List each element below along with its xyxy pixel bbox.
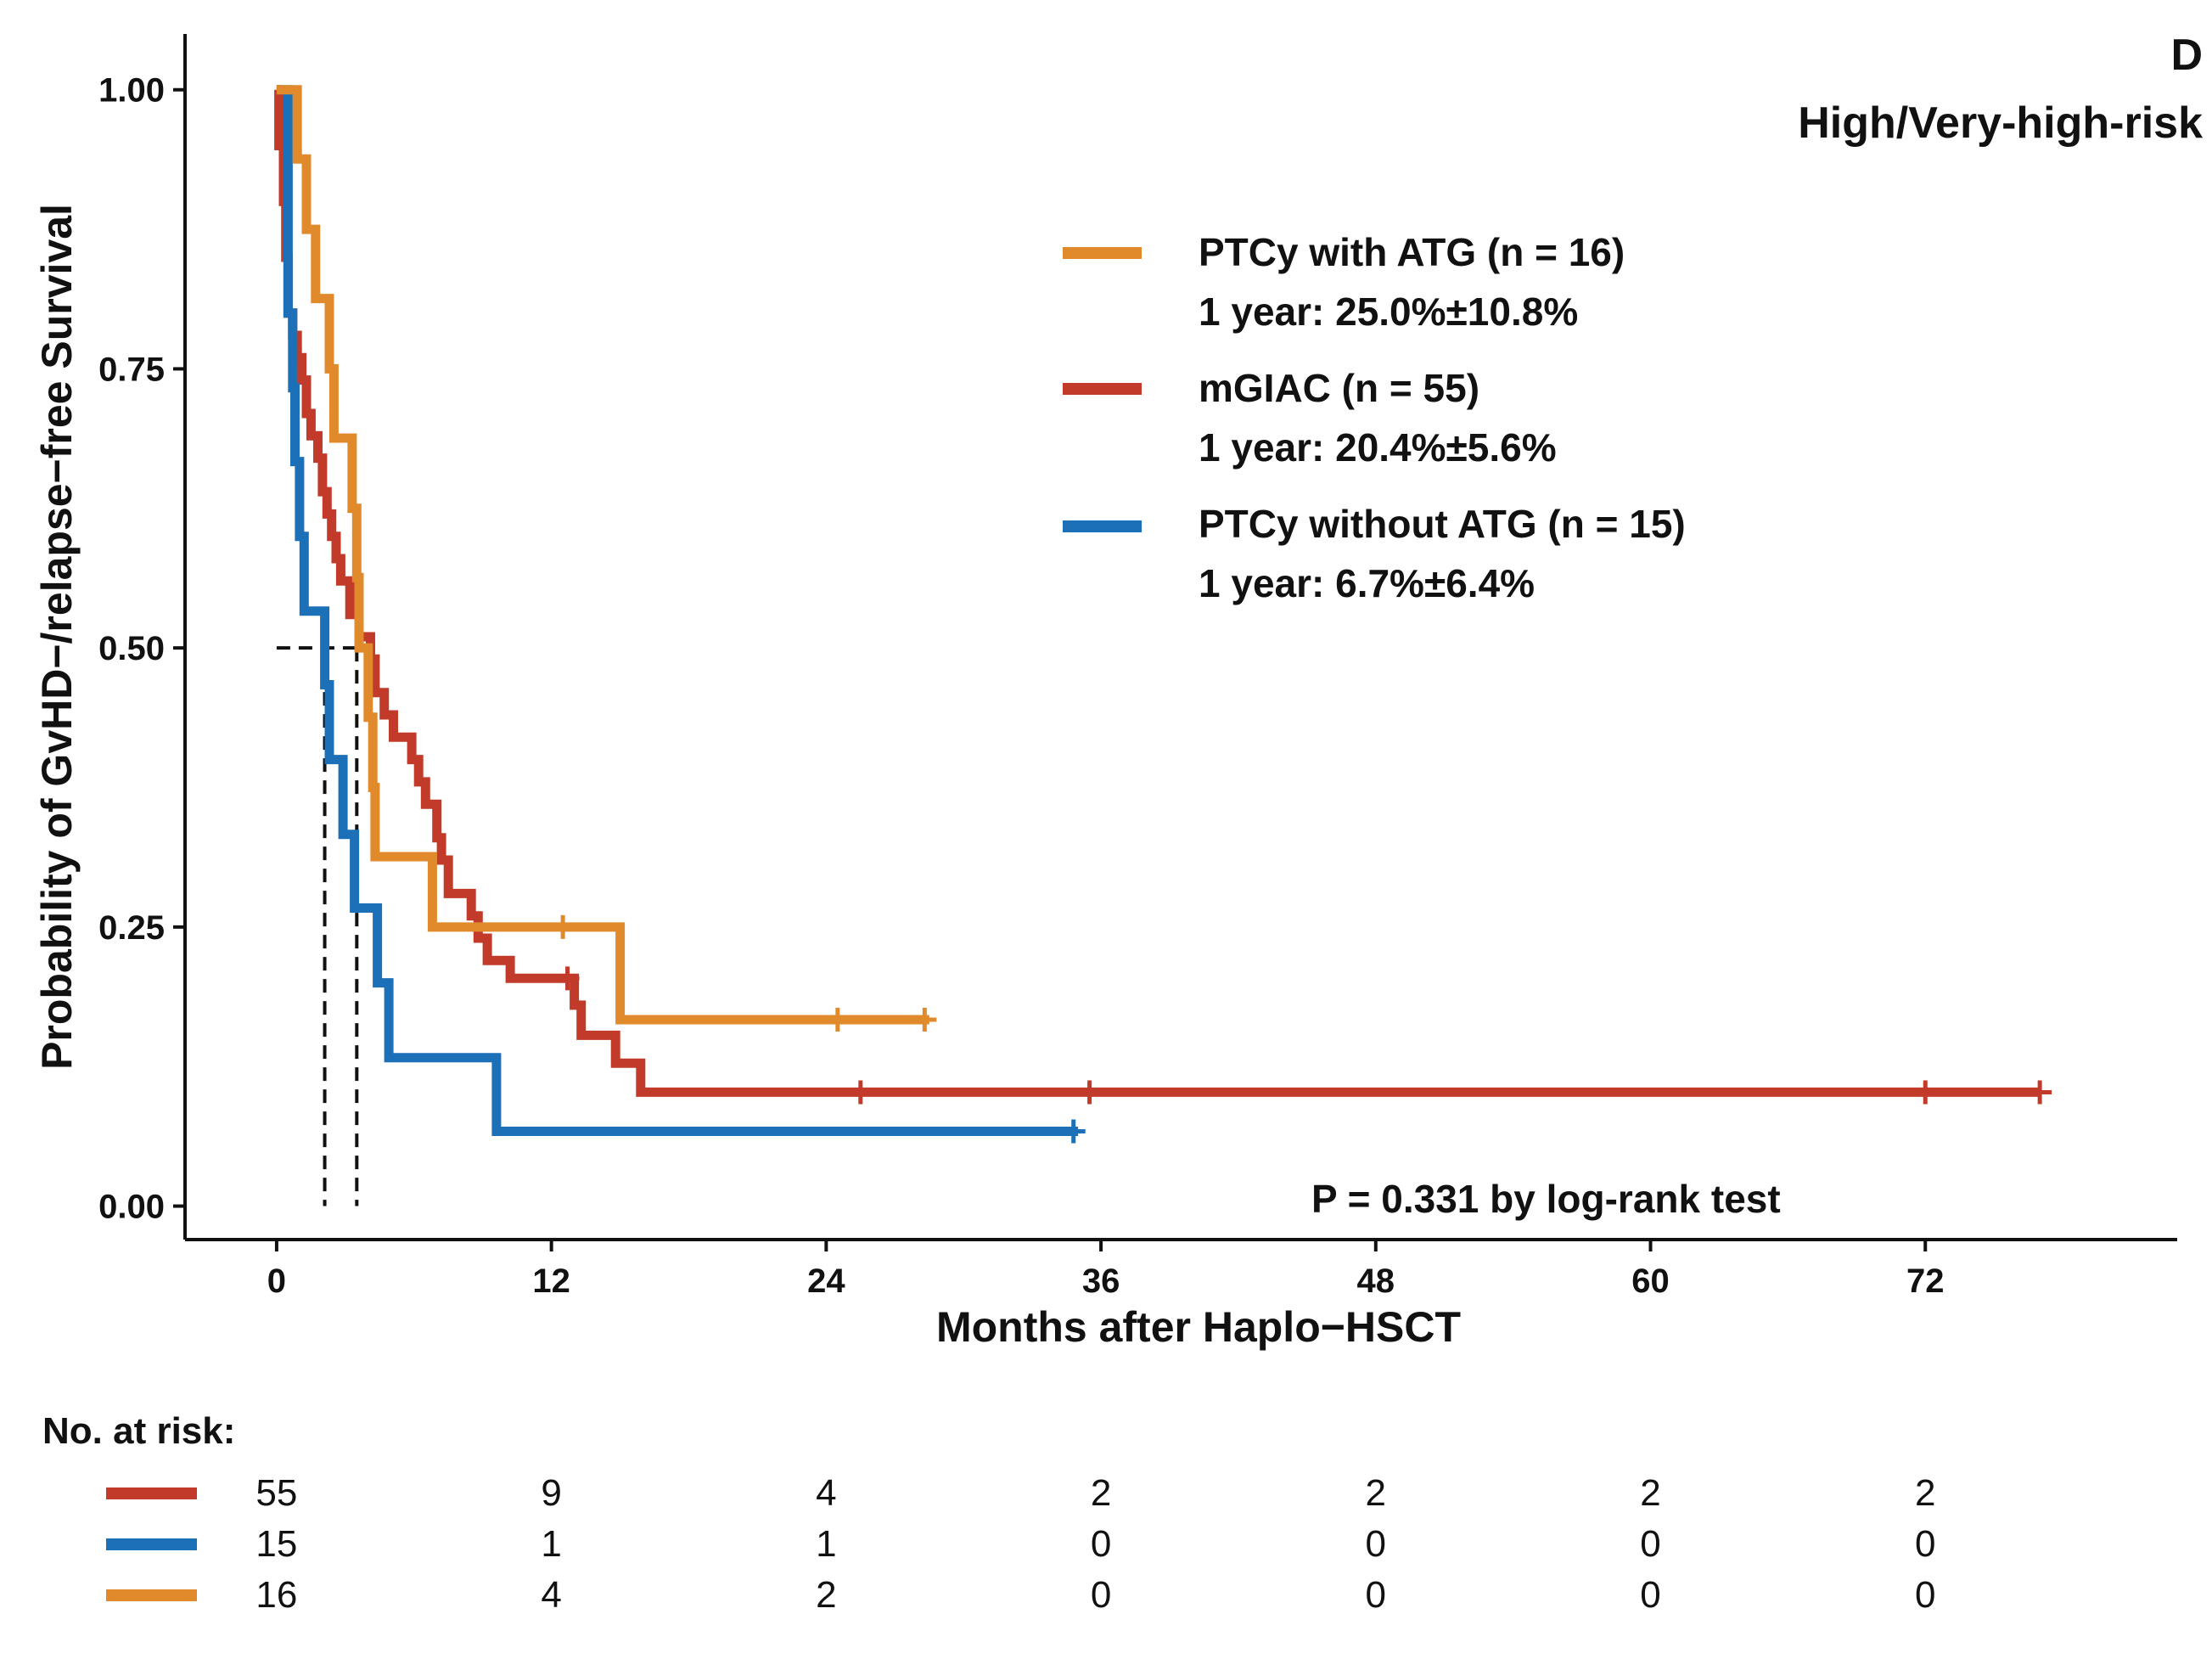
y-tick-label: 1.00: [98, 72, 165, 110]
censor-mark: [1077, 1080, 1102, 1105]
y-ticks: 0.00 0.25 0.50 0.75 1.00: [98, 72, 185, 1226]
risk-count: 1: [541, 1523, 561, 1565]
risk-table-title: No. at risk:: [42, 1410, 235, 1452]
censor-mark: [825, 1007, 850, 1032]
legend-item-ptcy-with-atg: PTCy with ATG (n = 16) 1 year: 25.0%±10.…: [1063, 230, 1625, 334]
risk-count: 2: [816, 1574, 836, 1616]
legend-item-mgiac: mGIAC (n = 55) 1 year: 20.4%±5.6%: [1063, 366, 1557, 470]
y-axis-title: Probability of GvHD−/relapse−free Surviv…: [33, 204, 81, 1070]
risk-count: 0: [1366, 1523, 1386, 1565]
legend-one-year: 1 year: 6.7%±6.4%: [1199, 561, 1535, 605]
censor-mark: [555, 966, 580, 991]
censor-mark: [2028, 1080, 2052, 1105]
risk-count: 15: [255, 1523, 297, 1565]
risk-count: 4: [816, 1472, 836, 1514]
y-tick-label: 0.50: [98, 630, 165, 667]
median-lines: [276, 646, 359, 1206]
risk-count: 0: [1366, 1574, 1386, 1616]
chart-title: High/Very-high-risk: [1798, 98, 2203, 148]
risk-count: 2: [1091, 1472, 1111, 1514]
risk-table: 55 9 4 2 2 2 2 15 1 1 0 0 0 0 16 4 2 0 0 0 0: [106, 1472, 1935, 1616]
risk-count: 9: [541, 1472, 561, 1514]
censor-mark: [848, 1080, 873, 1105]
risk-count: 2: [1366, 1472, 1386, 1514]
survival-curves: [274, 85, 2041, 1136]
x-ticks: 0 12 24 36 48 60 72: [267, 1240, 1945, 1300]
risk-count: 0: [1915, 1523, 1935, 1565]
legend: PTCy with ATG (n = 16) 1 year: 25.0%±10.…: [1063, 230, 1686, 605]
y-tick-label: 0.75: [98, 351, 165, 388]
x-tick-label: 24: [807, 1263, 845, 1300]
x-tick-label: 60: [1631, 1263, 1670, 1300]
x-tick-label: 48: [1357, 1263, 1395, 1300]
risk-count: 55: [255, 1472, 297, 1514]
censor-mark: [912, 1007, 937, 1032]
pvalue-annotation: P = 0.331 by log-rank test: [1311, 1177, 1781, 1221]
legend-label: PTCy with ATG (n = 16): [1199, 230, 1625, 274]
x-tick-label: 0: [267, 1263, 286, 1300]
x-axis-title: Months after Haplo−HSCT: [936, 1303, 1461, 1351]
legend-one-year: 1 year: 25.0%±10.8%: [1199, 290, 1578, 334]
y-tick-label: 0.00: [98, 1189, 165, 1226]
risk-count: 2: [1915, 1472, 1935, 1514]
censor-mark: [1061, 1119, 1086, 1144]
risk-count: 0: [1915, 1574, 1935, 1616]
legend-label: mGIAC (n = 55): [1199, 366, 1479, 410]
curve-mgiac-n-55: [274, 85, 2041, 1097]
x-tick-label: 12: [532, 1263, 570, 1300]
legend-item-ptcy-without-atg: PTCy without ATG (n = 15) 1 year: 6.7%±6…: [1063, 502, 1686, 605]
x-tick-label: 36: [1082, 1263, 1120, 1300]
censor-mark: [1913, 1080, 1938, 1105]
censor-mark: [551, 914, 575, 939]
risk-count: 0: [1640, 1523, 1660, 1565]
risk-count: 0: [1091, 1574, 1111, 1616]
legend-one-year: 1 year: 20.4%±5.6%: [1199, 425, 1557, 470]
risk-count: 16: [255, 1574, 297, 1616]
risk-count: 0: [1091, 1523, 1111, 1565]
censor-marks: [551, 914, 2052, 1144]
risk-count: 1: [816, 1523, 836, 1565]
risk-count: 4: [541, 1574, 561, 1616]
y-tick-label: 0.25: [98, 909, 165, 947]
panel-label: D: [2170, 31, 2203, 80]
legend-label: PTCy without ATG (n = 15): [1199, 502, 1686, 546]
curve-ptcy-without-atg-n-15: [276, 85, 1079, 1136]
x-tick-label: 72: [1906, 1263, 1945, 1300]
risk-count: 0: [1640, 1574, 1660, 1616]
curve-ptcy-with-atg-n-16: [276, 85, 929, 1025]
risk-count: 2: [1640, 1472, 1660, 1514]
